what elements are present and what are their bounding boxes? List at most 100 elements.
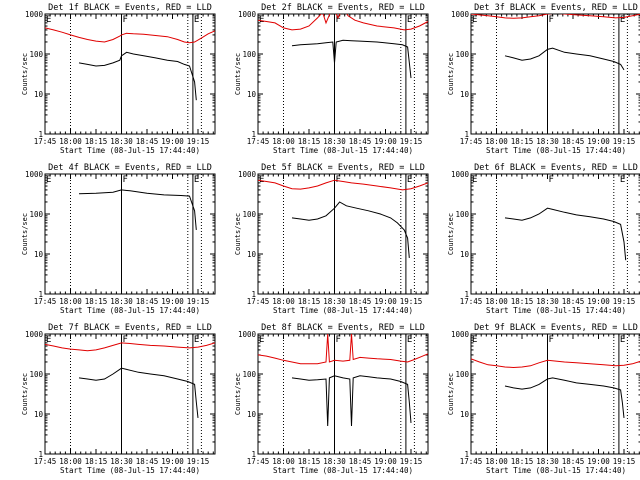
flag-label: E xyxy=(407,175,412,185)
x-axis-label: Start Time (08-Jul-15 17:44:40) xyxy=(60,306,200,315)
y-tick-label: 1000 xyxy=(25,10,44,19)
events-series-line xyxy=(78,367,199,418)
y-tick-label: 10 xyxy=(34,410,44,419)
plot-frame xyxy=(470,173,640,295)
x-tick-label: 18:30 xyxy=(536,297,559,306)
x-tick-label: 18:00 xyxy=(485,137,508,146)
panel-title: Det 3f BLACK = Events, RED = LLD xyxy=(474,3,638,13)
panel-title: Det 7f BLACK = Events, RED = LLD xyxy=(48,323,212,333)
x-tick-label: 18:30 xyxy=(323,137,346,146)
x-tick-label: 18:45 xyxy=(136,457,159,466)
x-tick-label: 17:45 xyxy=(247,137,270,146)
panel-title: Det 2f BLACK = Events, RED = LLD xyxy=(261,3,425,13)
x-tick-label: 18:00 xyxy=(59,137,82,146)
y-tick-label: 1 xyxy=(251,130,256,139)
y-axis-label: Counts/sec xyxy=(447,373,455,415)
events-series-line xyxy=(78,51,197,101)
x-tick-label: 18:15 xyxy=(85,297,108,306)
y-tick-label: 10 xyxy=(460,250,470,259)
x-axis-label: Start Time (08-Jul-15 17:44:40) xyxy=(273,466,413,475)
flag-label: E xyxy=(407,15,412,25)
x-tick-label: 18:45 xyxy=(349,457,372,466)
x-tick-label: 19:15 xyxy=(400,137,423,146)
panel-3: Det 3f BLACK = Events, RED = LLD 1 10 100 10… xyxy=(447,3,640,155)
x-tick-label: 18:45 xyxy=(349,137,372,146)
x-axis-label: Start Time (08-Jul-15 17:44:40) xyxy=(60,466,200,475)
events-series-line xyxy=(504,47,625,71)
lld-series-line xyxy=(471,358,640,369)
x-tick-label: 18:15 xyxy=(298,137,321,146)
y-tick-label: 1 xyxy=(251,450,256,459)
x-tick-label: 18:15 xyxy=(85,457,108,466)
x-tick-label: 18:00 xyxy=(272,137,295,146)
y-tick-label: 10 xyxy=(460,90,470,99)
flag-label: E xyxy=(472,335,477,345)
y-tick-label: 1 xyxy=(38,290,43,299)
y-tick-label: 1 xyxy=(251,290,256,299)
events-series-line xyxy=(291,201,410,258)
y-tick-label: 100 xyxy=(455,50,469,59)
y-tick-label: 1 xyxy=(464,290,469,299)
flag-label: E xyxy=(259,335,264,345)
panel-8: Det 8f BLACK = Events, RED = LLD 1 10 100 10… xyxy=(234,323,429,475)
lld-series-line xyxy=(258,14,428,31)
y-tick-label: 100 xyxy=(455,210,469,219)
x-tick-label: 18:00 xyxy=(59,457,82,466)
flag-label: E xyxy=(194,15,199,25)
x-tick-label: 18:30 xyxy=(110,457,133,466)
flag-label: F xyxy=(123,15,128,25)
panel-7: Det 7f BLACK = Events, RED = LLD 1 10 100 10… xyxy=(21,323,216,475)
panel-1: Det 1f BLACK = Events, RED = LLD 1 10 100 10… xyxy=(21,3,216,155)
x-tick-label: 18:45 xyxy=(136,297,159,306)
x-tick-label: 18:30 xyxy=(323,297,346,306)
flag-label: E xyxy=(194,175,199,185)
flag-label: F xyxy=(123,175,128,185)
x-axis-label: Start Time (08-Jul-15 17:44:40) xyxy=(486,146,626,155)
plot-frame xyxy=(257,13,429,135)
x-tick-label: 18:45 xyxy=(562,457,585,466)
x-tick-label: 19:00 xyxy=(374,137,397,146)
flag-label: E xyxy=(407,335,412,345)
x-tick-label: 18:30 xyxy=(110,137,133,146)
x-tick-label: 17:45 xyxy=(460,457,483,466)
events-series-line xyxy=(78,189,197,230)
flag-label: E xyxy=(620,335,625,345)
x-tick-label: 18:30 xyxy=(536,137,559,146)
flag-label: E xyxy=(620,175,625,185)
x-tick-label: 17:45 xyxy=(34,457,57,466)
x-tick-label: 19:00 xyxy=(374,297,397,306)
x-tick-label: 18:15 xyxy=(511,297,534,306)
y-tick-label: 1000 xyxy=(238,170,257,179)
y-axis-label: Counts/sec xyxy=(21,53,29,95)
x-tick-label: 18:45 xyxy=(349,297,372,306)
y-tick-label: 100 xyxy=(242,210,256,219)
lld-series-line xyxy=(45,27,215,44)
x-tick-label: 17:45 xyxy=(34,297,57,306)
x-tick-label: 19:15 xyxy=(613,457,636,466)
x-tick-label: 18:00 xyxy=(485,297,508,306)
lld-series-line xyxy=(471,14,640,19)
x-tick-label: 18:00 xyxy=(59,297,82,306)
y-tick-label: 100 xyxy=(242,370,256,379)
x-tick-label: 18:30 xyxy=(536,457,559,466)
flag-label: E xyxy=(472,15,477,25)
y-tick-label: 1 xyxy=(38,450,43,459)
x-tick-label: 18:45 xyxy=(562,297,585,306)
x-tick-label: 18:00 xyxy=(272,297,295,306)
panel-title: Det 5f BLACK = Events, RED = LLD xyxy=(261,163,425,173)
x-tick-label: 18:15 xyxy=(85,137,108,146)
flag-label: E xyxy=(46,335,51,345)
x-axis-label: Start Time (08-Jul-15 17:44:40) xyxy=(273,306,413,315)
flag-label: F xyxy=(549,175,554,185)
events-series-line xyxy=(291,39,412,79)
y-axis-label: Counts/sec xyxy=(21,373,29,415)
x-tick-label: 19:00 xyxy=(587,297,610,306)
x-tick-label: 19:15 xyxy=(400,297,423,306)
panel-5: Det 5f BLACK = Events, RED = LLD 1 10 100 10… xyxy=(234,163,429,315)
y-tick-label: 1000 xyxy=(25,170,44,179)
y-tick-label: 100 xyxy=(29,50,43,59)
plot-frame xyxy=(470,13,640,135)
panel-2: Det 2f BLACK = Events, RED = LLD 1 10 100 10… xyxy=(234,3,429,155)
flag-label: E xyxy=(259,175,264,185)
y-tick-label: 1000 xyxy=(451,170,470,179)
